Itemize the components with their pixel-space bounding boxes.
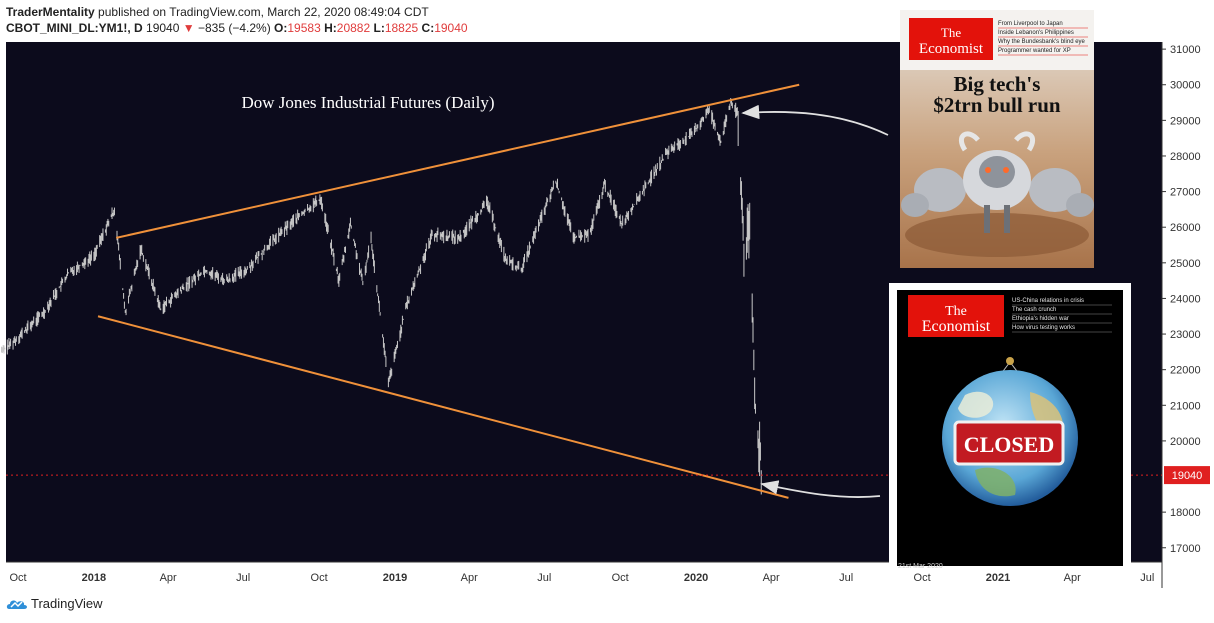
- tradingview-cloud-icon: [6, 599, 28, 609]
- chart-title: Dow Jones Industrial Futures (Daily): [241, 93, 494, 112]
- price-change: −835 (−4.2%): [197, 21, 271, 35]
- cover-bull-logo-name: Economist: [919, 41, 984, 57]
- cover-teaser: Why the Bundesbank's blind eye: [998, 39, 1086, 45]
- last-price: 19040: [146, 21, 180, 35]
- price-tick-label: 17000: [1170, 543, 1201, 555]
- price-tick-label: 20000: [1170, 436, 1201, 448]
- closed-sign-text: CLOSED: [964, 432, 1054, 457]
- arrow-to-bottom: [760, 480, 881, 498]
- economist-cover-closed: The Economist US-China relations in cris…: [889, 283, 1131, 573]
- cover-teaser: Programmer wanted for XP: [998, 48, 1071, 54]
- price-tick-label: 31000: [1170, 44, 1201, 56]
- price-axis-ticks: 17000 18000 20000 21000 22000 23000 24000 25000…: [1162, 44, 1201, 555]
- price-tick-label: 24000: [1170, 293, 1201, 305]
- footer-brand[interactable]: TradingView: [31, 596, 103, 611]
- cover-bull-logo-the: The: [941, 25, 961, 40]
- cover-closed-logo-the: The: [945, 304, 967, 319]
- trendline-group: [97, 83, 800, 499]
- time-tick-label: 2020: [684, 572, 708, 584]
- close-label: C:: [421, 21, 435, 35]
- hanging-pin-icon: [1006, 357, 1014, 365]
- publish-line: TraderMentality published on TradingView…: [6, 4, 468, 20]
- cover-closed-logo-name: Economist: [922, 318, 991, 335]
- time-tick-label: Apr: [160, 572, 177, 584]
- open-label: O:: [274, 21, 288, 35]
- price-tick-label: 23000: [1170, 329, 1201, 341]
- time-axis-ticks: Oct 2018 Apr Jul Oct 2019 Apr Jul Oct 2020 Apr Jul O…: [9, 572, 1154, 584]
- cover-teaser: US-China relations in crisis: [1012, 298, 1084, 304]
- cover-closed-date: 21st Mar 2020: [898, 563, 943, 570]
- down-arrow-icon: ▼: [182, 21, 195, 35]
- publish-info: published on TradingView.com, March 22, …: [98, 5, 429, 19]
- price-tick-label: 26000: [1170, 222, 1201, 234]
- cover-bull-logo-box: [909, 18, 993, 60]
- cover-teaser: Inside Lebanon's Philippines: [998, 30, 1074, 36]
- symbol-line: CBOT_MINI_DL:YM1!, D 19040 ▼ −835 (−4.2%…: [6, 20, 468, 36]
- trendline-upper[interactable]: [115, 83, 800, 239]
- author-name[interactable]: TraderMentality: [6, 5, 95, 19]
- footer: TradingView: [6, 596, 103, 611]
- last-price-badge: [1164, 466, 1210, 485]
- time-tick-label: 2018: [82, 572, 106, 584]
- cover-bull-teasers: From Liverpool to Japan Inside Lebanon's …: [998, 21, 1088, 56]
- cover-bull-headline-1: Big tech's: [954, 72, 1041, 96]
- time-tick-label: Oct: [914, 572, 931, 584]
- robot-bulls-illustration: [901, 131, 1094, 257]
- symbol-label[interactable]: CBOT_MINI_DL:YM1!, D: [6, 21, 143, 35]
- trendline-lower[interactable]: [97, 315, 789, 499]
- economist-cover-bull: The Economist From Liverpool to Japan Ins…: [900, 10, 1094, 268]
- time-tick-label: Jul: [839, 572, 853, 584]
- high-label: H:: [324, 21, 337, 35]
- cover-teaser: The cash crunch: [1012, 307, 1056, 313]
- open-value: 19583: [287, 21, 321, 35]
- time-tick-label: Jul: [236, 572, 250, 584]
- price-tick-label: 30000: [1170, 80, 1201, 92]
- time-tick-label: 2021: [986, 572, 1010, 584]
- cover-teaser: Ethiopia's hidden war: [1012, 316, 1069, 322]
- time-tick-label: Apr: [1064, 572, 1081, 584]
- price-tick-label: 29000: [1170, 115, 1201, 127]
- close-value: 19040: [434, 21, 468, 35]
- time-tick-label: Oct: [311, 572, 328, 584]
- cover-bull-headline-2: $2trn bull run: [933, 93, 1061, 117]
- high-value: 20882: [336, 21, 371, 35]
- time-tick-label: 2019: [383, 572, 407, 584]
- low-label: L:: [373, 21, 385, 35]
- cover-teaser: From Liverpool to Japan: [998, 21, 1063, 27]
- price-tick-label: 21000: [1170, 400, 1201, 412]
- time-tick-label: Apr: [461, 572, 478, 584]
- low-value: 18825: [384, 21, 419, 35]
- price-tick-label: 28000: [1170, 151, 1201, 163]
- cover-closed-logo-box: [908, 295, 1004, 337]
- cover-teaser: How virus testing works: [1012, 325, 1075, 331]
- last-price-line-group: 19040: [6, 466, 1210, 485]
- price-tick-label: 18000: [1170, 507, 1201, 519]
- time-tick-label: Apr: [763, 572, 780, 584]
- time-tick-label: Oct: [9, 572, 26, 584]
- cover-closed-teasers: US-China relations in crisis The cash cru…: [1012, 298, 1112, 333]
- last-price-badge-text: 19040: [1172, 470, 1203, 482]
- time-tick-label: Jul: [537, 572, 551, 584]
- price-tick-label: 22000: [1170, 365, 1201, 377]
- price-tick-label: 25000: [1170, 258, 1201, 270]
- time-tick-label: Jul: [1140, 572, 1154, 584]
- price-tick-label: 27000: [1170, 187, 1201, 199]
- time-tick-label: Oct: [612, 572, 629, 584]
- arrow-to-peak: [741, 104, 889, 136]
- chart-header: TraderMentality published on TradingView…: [6, 4, 468, 36]
- candle-series: [1, 98, 762, 495]
- closed-sign: [953, 420, 1065, 466]
